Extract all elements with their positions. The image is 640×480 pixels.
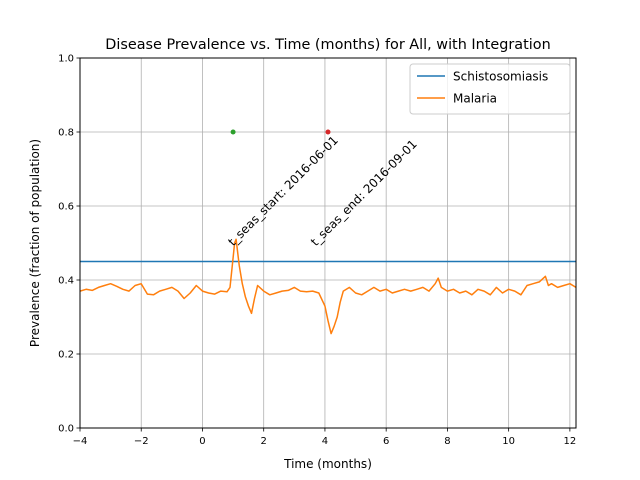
legend-box [409, 63, 571, 115]
grid [80, 58, 576, 428]
y-tick-label: 0.2 [58, 350, 74, 361]
x-tick-label: 12 [564, 436, 577, 447]
y-tick-label: 0.6 [58, 202, 74, 213]
plot-frame [79, 57, 577, 429]
y-tick-label: 0.4 [58, 276, 74, 287]
x-tick-label: 4 [322, 436, 328, 447]
point-marker [325, 129, 331, 135]
x-tick-label: 2 [261, 436, 267, 447]
x-tick-label: −4 [73, 436, 88, 447]
x-tick-label: −2 [134, 436, 149, 447]
x-tick-label: 6 [383, 436, 389, 447]
y-tick-label: 1.0 [58, 54, 74, 65]
series-layer [79, 238, 577, 335]
x-tick-label: 0 [199, 436, 205, 447]
point-marker [230, 129, 236, 135]
chart-title: Disease Prevalence vs. Time (months) for… [105, 37, 550, 53]
marker-layer [230, 129, 331, 135]
y-tick-label: 0.0 [58, 424, 74, 435]
y-axis-label: Prevalence (fraction of population) [28, 139, 42, 347]
legend-label-schistosomiasis: Schistosomiasis [453, 70, 548, 84]
x-tick-label: 8 [444, 436, 450, 447]
series-line-malaria [79, 238, 577, 335]
legend: Schistosomiasis Malaria [409, 63, 571, 115]
x-axis-label: Time (months) [283, 457, 372, 471]
ticks: −4 −2 0 2 4 6 8 10 12 0.0 0.2 0.4 0.6 0.8 1.0 [58, 54, 576, 448]
legend-label-malaria: Malaria [453, 92, 497, 106]
y-tick-label: 0.8 [58, 128, 74, 139]
x-tick-label: 10 [502, 436, 515, 447]
